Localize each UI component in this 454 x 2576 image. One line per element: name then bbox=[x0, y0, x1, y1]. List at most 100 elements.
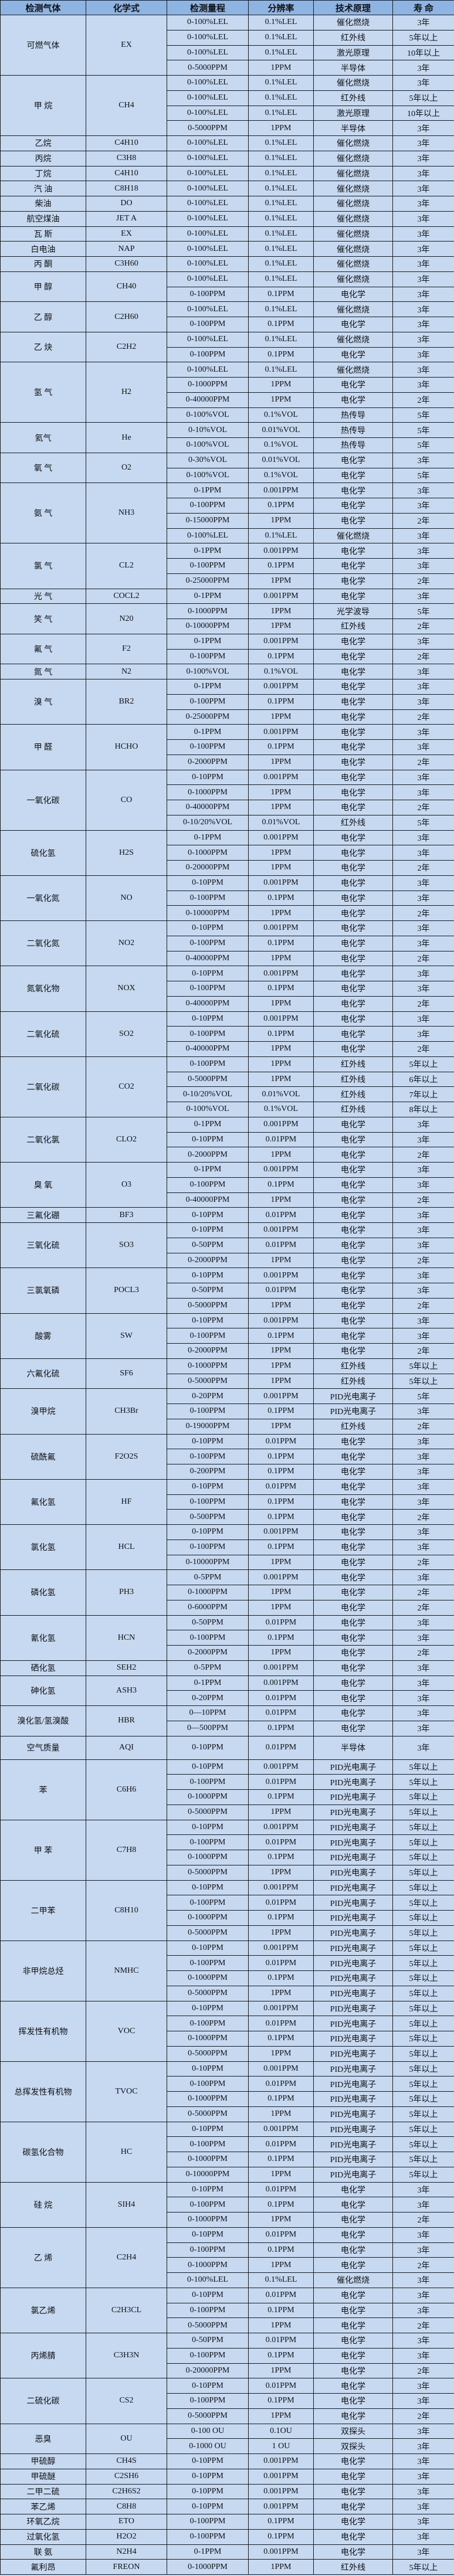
resolution-cell: 0.1%LEL bbox=[248, 2272, 314, 2288]
resolution-cell: 0.1PPM bbox=[248, 1177, 314, 1193]
principle-cell: 电化学 bbox=[313, 1464, 393, 1480]
life-cell: 3年 bbox=[392, 1237, 454, 1253]
table-row: 0-10000PPM 1PPM 红外线 2年 bbox=[1, 618, 454, 634]
table-row: 汽 油 C8H18 0-100%LEL 0.1%LEL 催化燃烧 3年 bbox=[0, 181, 454, 196]
table-row: 碳氢化合物 HC 0-10PPM 0.001PPM PID光电离子 5年以上 bbox=[0, 2121, 454, 2183]
resolution-cell: 0.1PPM bbox=[248, 935, 314, 951]
table-row: 三氯氧磷 POCL3 0-10PPM 0.001PPM 电化学 3年 bbox=[0, 1267, 454, 1314]
table-row: 0-100%VOL 0.1%VOL 热传导 5年 bbox=[1, 407, 454, 423]
life-cell: 3年 bbox=[392, 301, 454, 317]
resolution-cell: 0.001PPM bbox=[248, 1524, 314, 1540]
table-row: 氧 气 O2 0-30%VOL 0.01%VOL 电化学 3年 bbox=[0, 452, 454, 484]
range-cell: 0-10PPM bbox=[167, 920, 249, 936]
table-row: 0-100PPM 0.1PPM 电化学 3年 bbox=[1, 286, 454, 303]
resolution-cell: 1PPM bbox=[248, 1554, 314, 1571]
table-row: 0-100%VOL 0.1%VOL 电化学 5年 bbox=[1, 467, 454, 484]
life-cell: 5年以上 bbox=[392, 2091, 454, 2107]
table-row: 0-5000PPM 1PPM 电化学 2年 bbox=[1, 2317, 454, 2333]
range-cell: 0-1000PPM bbox=[167, 1850, 249, 1865]
principle-cell: 电化学 bbox=[313, 1720, 393, 1736]
principle-cell: 热传导 bbox=[313, 422, 393, 438]
table-row: 0-10000PPM 1PPM 电化学 2年 bbox=[1, 1554, 454, 1571]
range-cell: 0-100PPM bbox=[167, 2136, 249, 2152]
gas-name-cell: 氟 气 bbox=[0, 633, 86, 665]
formula-cell: N20 bbox=[86, 603, 167, 634]
table-row: 0-100PPM 0.1PPM 电化学 3年 bbox=[1, 1177, 454, 1193]
resolution-cell: 0.01PPM bbox=[248, 2287, 314, 2303]
resolution-cell: 0.01PPM bbox=[248, 1690, 314, 1706]
table-row: 0-100PPM 0.1PPM 电化学 3年 bbox=[1, 935, 454, 951]
table-row: 0-20PPM 0.01PPM 电化学 3年 bbox=[1, 1690, 454, 1706]
principle-cell: 电化学 bbox=[313, 1539, 393, 1555]
life-cell: 3年 bbox=[392, 2302, 454, 2319]
range-cell: 0-20000PPM bbox=[167, 860, 249, 876]
range-cell: 0-1000PPM bbox=[167, 2152, 249, 2167]
range-cell: 0—500PPM bbox=[167, 1720, 249, 1736]
principle-cell: 半导体 bbox=[313, 60, 393, 76]
range-cell: 0-100%LEL bbox=[167, 135, 249, 151]
resolution-cell: 0.001PPM bbox=[248, 2121, 314, 2137]
life-cell: 3年 bbox=[392, 286, 454, 303]
table-row: 0-100PPM 0.1PPM 电化学 3年 bbox=[1, 2242, 454, 2258]
table-row: 0-50PPM 0.01PPM 电化学 3年 bbox=[1, 1283, 454, 1299]
table-row: 0-100PPM 0.1PPM 电化学 3年 bbox=[1, 2347, 454, 2364]
resolution-cell: 0.1%LEL bbox=[248, 256, 314, 272]
gas-name-cell: 瓦 斯 bbox=[0, 226, 86, 242]
range-cell: 0-10PPM bbox=[167, 2378, 249, 2394]
resolution-cell: 1PPM bbox=[248, 2257, 314, 2273]
range-cell: 0-100PPM bbox=[167, 1177, 249, 1193]
life-cell: 2年 bbox=[392, 1585, 454, 1600]
principle-cell: PID光电离子 bbox=[313, 2045, 393, 2062]
gas-name-cell: 溴化氢/氢溴酸 bbox=[0, 1705, 86, 1736]
table-row: 0-100PPM 0.1PPM 电化学 3年 bbox=[1, 346, 454, 363]
life-cell: 3年 bbox=[392, 2438, 454, 2454]
table-row: 0-5000PPM 1PPM 半导体 3年 bbox=[1, 120, 454, 136]
range-cell: 0-10PPM bbox=[167, 2181, 249, 2198]
resolution-cell: 0.001PPM bbox=[248, 2544, 314, 2560]
resolution-cell: 0.1PPM bbox=[248, 1328, 314, 1344]
resolution-cell: 0.01PPM bbox=[248, 1433, 314, 1450]
range-cell: 0-100%LEL bbox=[167, 75, 249, 91]
life-cell: 3年 bbox=[392, 830, 454, 846]
gas-name-cell: 二氧化氯 bbox=[0, 1116, 86, 1163]
principle-cell: PID光电离子 bbox=[313, 2076, 393, 2092]
resolution-cell: 1PPM bbox=[248, 392, 314, 408]
range-cell: 0-10PPM bbox=[167, 2483, 249, 2500]
table-row: 可燃气体 EX 0-100%LEL 0.1%LEL 催化燃烧 3年 bbox=[0, 15, 454, 76]
range-cell: 0-1000 OU bbox=[167, 2438, 249, 2454]
life-cell: 3年 bbox=[392, 1449, 454, 1464]
range-cell: 0-100%VOL bbox=[167, 1102, 249, 1117]
table-row: 0-1000 OU 1 OU 双探头 3年 bbox=[1, 2438, 454, 2454]
range-cell: 0-100%VOL bbox=[167, 467, 249, 484]
table-row: 乙 醇 C2H60 0-100%LEL 0.1%LEL 催化燃烧 3年 bbox=[0, 301, 454, 332]
life-cell: 5年以上 bbox=[392, 1774, 454, 1790]
range-cell: 0-100%LEL bbox=[167, 226, 249, 242]
formula-cell: C8H18 bbox=[86, 181, 167, 196]
principle-cell: PID光电离子 bbox=[313, 2121, 393, 2137]
gas-name-cell: 丙烷 bbox=[0, 150, 86, 166]
range-cell: 0-100PPM bbox=[167, 1539, 249, 1555]
formula-cell: N2H4 bbox=[86, 2544, 167, 2560]
range-cell: 0-2000PPM bbox=[167, 1147, 249, 1163]
life-cell: 3年 bbox=[392, 256, 454, 272]
principle-cell: 电化学 bbox=[313, 2227, 393, 2243]
principle-cell: PID光电离子 bbox=[313, 1804, 393, 1820]
gas-name-cell: 空气质量 bbox=[0, 1735, 86, 1760]
principle-cell: 电化学 bbox=[313, 498, 393, 514]
formula-cell: OU bbox=[86, 2423, 167, 2454]
table-row: 柴油 DO 0-100%LEL 0.1%LEL 催化燃烧 3年 bbox=[0, 196, 454, 212]
resolution-cell: 0.001PPM bbox=[248, 2000, 314, 2017]
principle-cell: 催化燃烧 bbox=[313, 256, 393, 272]
resolution-cell: 0.1PPM bbox=[248, 2031, 314, 2047]
life-cell: 3年 bbox=[392, 60, 454, 76]
principle-cell: 电化学 bbox=[313, 2453, 393, 2469]
resolution-cell: 1PPM bbox=[248, 618, 314, 634]
range-cell: 0-10PPM bbox=[167, 1735, 249, 1760]
range-cell: 0-10%VOL bbox=[167, 422, 249, 438]
principle-cell: 电化学 bbox=[313, 845, 393, 861]
gas-name-cell: 恶臭 bbox=[0, 2423, 86, 2454]
gas-name-cell: 硫化氢 bbox=[0, 830, 86, 876]
table-row: 甲 烷 CH4 0-100%LEL 0.1%LEL 催化燃烧 3年 bbox=[0, 75, 454, 136]
life-cell: 5年以上 bbox=[392, 1789, 454, 1805]
gas-name-cell: 硫酰氟 bbox=[0, 1433, 86, 1480]
